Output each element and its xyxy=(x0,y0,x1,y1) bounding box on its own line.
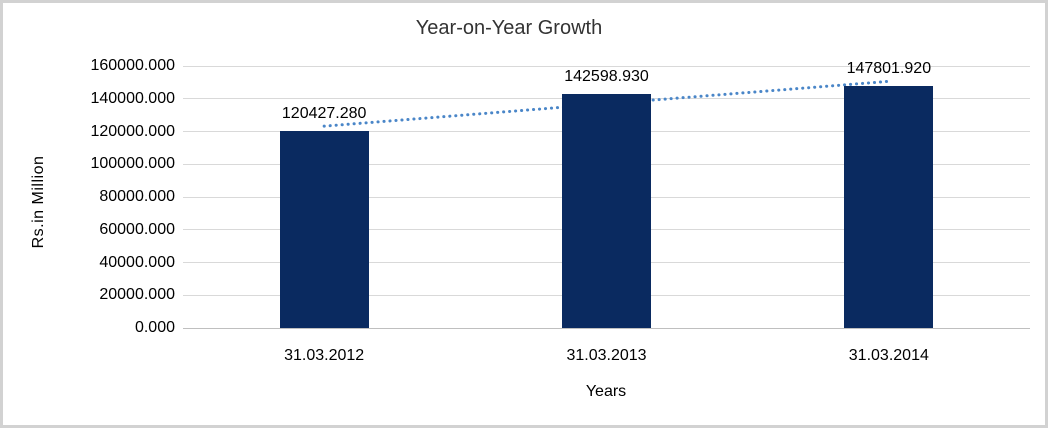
bar xyxy=(279,130,369,328)
x-axis-line xyxy=(183,327,1030,329)
bar xyxy=(844,85,934,328)
y-axis-tick-label: 160000.000 xyxy=(90,57,175,74)
y-axis-tick-label: 0.000 xyxy=(134,319,175,336)
bar xyxy=(562,94,651,328)
y-axis-tick-label: 100000.000 xyxy=(90,155,175,173)
bar-data-label: 147801.920 xyxy=(846,59,932,77)
y-axis-tick-label: 20000.000 xyxy=(99,286,175,304)
bar-data-label: 120427.280 xyxy=(281,104,367,122)
y-axis-tick-label: 40000.000 xyxy=(99,253,175,271)
y-axis-tick-label: 120000.000 xyxy=(90,122,175,140)
x-axis-tick-label: 31.03.2013 xyxy=(566,347,647,364)
y-axis-tick-label: 60000.000 xyxy=(99,220,175,238)
x-axis-tick-label: 31.03.2012 xyxy=(284,347,365,364)
x-axis-tick-label: 31.03.2014 xyxy=(848,347,929,364)
y-axis-tick-label: 140000.000 xyxy=(90,89,175,107)
bar-data-label: 142598.930 xyxy=(564,68,649,86)
chart-title: Year-on-Year Growth xyxy=(415,17,603,39)
y-axis-tick-label: 80000.000 xyxy=(99,188,175,205)
x-axis-title: Years xyxy=(585,383,627,400)
gridline xyxy=(183,65,1030,67)
